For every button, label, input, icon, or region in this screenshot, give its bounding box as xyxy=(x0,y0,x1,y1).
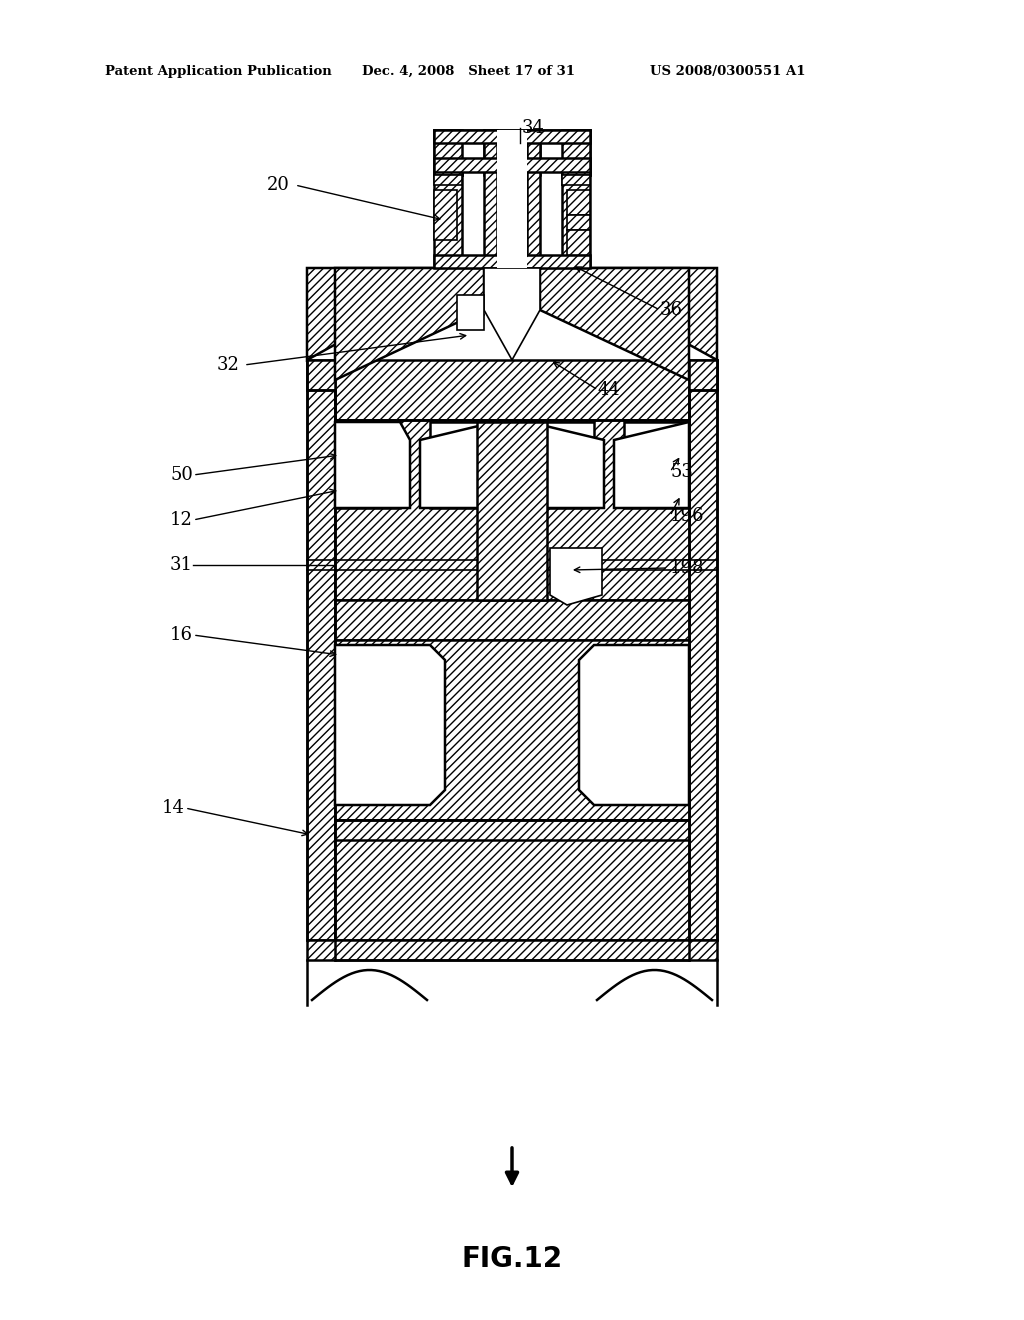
Polygon shape xyxy=(579,645,689,805)
Polygon shape xyxy=(335,422,400,508)
Polygon shape xyxy=(335,820,689,940)
Text: 36: 36 xyxy=(660,301,683,319)
Polygon shape xyxy=(529,422,594,508)
Polygon shape xyxy=(307,360,335,940)
Text: 53: 53 xyxy=(670,463,693,480)
Text: 44: 44 xyxy=(598,381,621,399)
Text: FIG.12: FIG.12 xyxy=(462,1245,562,1272)
Text: 196: 196 xyxy=(670,507,705,525)
Polygon shape xyxy=(307,268,434,360)
Polygon shape xyxy=(307,940,717,960)
Polygon shape xyxy=(540,268,689,380)
Polygon shape xyxy=(624,422,689,508)
Text: 50: 50 xyxy=(170,466,193,484)
Polygon shape xyxy=(335,601,689,640)
Polygon shape xyxy=(590,268,717,360)
Polygon shape xyxy=(484,129,497,268)
Polygon shape xyxy=(335,268,484,380)
Polygon shape xyxy=(550,548,602,605)
Polygon shape xyxy=(527,129,540,268)
Polygon shape xyxy=(567,190,590,215)
Text: Dec. 4, 2008   Sheet 17 of 31: Dec. 4, 2008 Sheet 17 of 31 xyxy=(362,65,575,78)
Text: 20: 20 xyxy=(267,176,290,194)
Polygon shape xyxy=(457,294,484,330)
Polygon shape xyxy=(562,172,590,265)
Text: 16: 16 xyxy=(170,626,193,644)
Polygon shape xyxy=(335,422,410,508)
Polygon shape xyxy=(434,190,457,240)
Polygon shape xyxy=(562,176,590,185)
Polygon shape xyxy=(420,422,495,508)
Polygon shape xyxy=(567,230,590,255)
Polygon shape xyxy=(335,645,445,805)
Text: 14: 14 xyxy=(162,799,185,817)
Polygon shape xyxy=(484,268,540,360)
Polygon shape xyxy=(430,422,495,508)
Polygon shape xyxy=(529,422,604,508)
Polygon shape xyxy=(434,172,462,265)
Polygon shape xyxy=(434,129,590,143)
Polygon shape xyxy=(434,176,462,185)
Polygon shape xyxy=(477,422,547,601)
Polygon shape xyxy=(562,129,590,176)
Polygon shape xyxy=(689,360,717,940)
Polygon shape xyxy=(335,360,689,420)
Text: 34: 34 xyxy=(522,119,545,137)
Polygon shape xyxy=(307,360,335,389)
Polygon shape xyxy=(335,420,689,601)
Text: 198: 198 xyxy=(670,558,705,577)
Text: 12: 12 xyxy=(170,511,193,529)
Polygon shape xyxy=(335,640,689,820)
Text: Patent Application Publication: Patent Application Publication xyxy=(105,65,332,78)
Polygon shape xyxy=(434,158,590,172)
Polygon shape xyxy=(567,215,590,230)
Polygon shape xyxy=(614,422,689,508)
Polygon shape xyxy=(434,255,590,268)
Text: 32: 32 xyxy=(217,356,240,374)
Polygon shape xyxy=(434,129,462,176)
Polygon shape xyxy=(497,129,527,268)
Text: US 2008/0300551 A1: US 2008/0300551 A1 xyxy=(650,65,806,78)
Polygon shape xyxy=(689,360,717,389)
Text: 31: 31 xyxy=(170,556,193,574)
